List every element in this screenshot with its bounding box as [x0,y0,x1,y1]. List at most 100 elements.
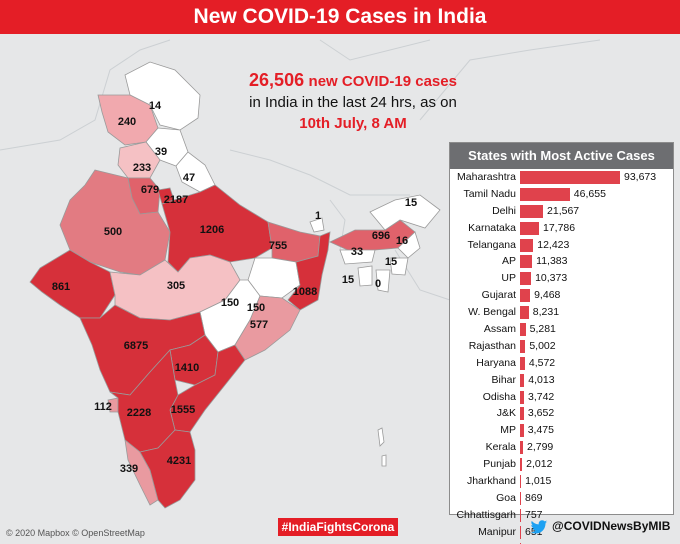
state-row: Kerala 2,799 [450,439,673,456]
state-row: Punjab 2,012 [450,456,673,473]
state-bar [520,238,534,252]
map-value-label: 150 [220,297,240,309]
state-name: AP [501,255,516,268]
region-manipur [389,257,409,276]
state-value: 4,013 [528,373,555,386]
state-row: J&K 3,652 [450,405,673,422]
region-tamil-nadu [139,429,196,509]
state-value: 2,012 [526,458,553,471]
state-row: Odisha 3,742 [450,389,673,406]
map-value-label: 47 [182,172,196,184]
panel-title: States with Most Active Cases [450,143,673,169]
region-andaman [377,427,387,467]
map-value-label: 755 [268,240,288,252]
state-bar [520,525,521,539]
map-value-label: 15 [341,274,355,286]
map-value-label: 15 [404,197,418,209]
state-bar [520,407,524,421]
state-name: Punjab [483,458,516,471]
map-value-label: 1555 [170,404,196,416]
state-bar [520,339,526,353]
state-value: 869 [525,491,543,504]
state-name: MP [500,424,516,437]
state-name: Chhattisgarh [456,508,516,521]
state-name: Manipur [478,525,516,538]
map-value-label: 679 [140,184,160,196]
state-row: Haryana 4,572 [450,355,673,372]
map-value-label: 1410 [174,362,200,374]
map-value-label: 1206 [199,224,225,236]
state-value: 3,652 [527,407,555,420]
state-bar [520,424,524,438]
state-value: 9,468 [534,289,561,302]
map-value-label: 233 [132,162,152,174]
map-value-label: 577 [249,319,269,331]
state-value: 2,799 [526,441,554,454]
india-map [0,39,601,509]
state-value: 8,231 [532,306,560,319]
state-value: 5,002 [529,339,556,352]
state-name: Uttarakhand [459,543,516,544]
state-name: UP [501,272,516,285]
state-bar [520,204,544,218]
region-meghalaya [339,249,376,265]
state-name: Goa [496,491,516,504]
map-value-label: 696 [371,230,391,242]
map-value-label: 4231 [166,455,192,467]
state-row: Delhi 21,567 [450,203,673,220]
state-bar [520,306,529,320]
state-name: Odisha [482,390,516,403]
map-value-label: 861 [51,281,71,293]
map-value-label: 39 [154,146,168,158]
state-bar [520,356,525,370]
region-arunachal [369,194,441,231]
state-value: 11,383 [536,255,568,268]
state-bar [520,441,523,455]
state-bar [520,475,522,489]
map-value-label: 305 [166,280,186,292]
state-row: Tamil Nadu 46,655 [450,186,673,203]
map-value-label: 2228 [126,407,152,419]
state-bar [520,323,526,337]
map-value-label: 339 [119,463,139,475]
state-value: 5,281 [529,323,556,336]
state-bar [520,491,521,505]
headline-count: 26,506 [249,70,305,90]
state-name: Bihar [491,373,516,386]
state-bar [520,458,523,472]
state-name: Maharashtra [457,171,516,183]
map-value-label: 500 [103,226,123,238]
hashtag-badge: #IndiaFightsCorona [278,518,398,536]
state-row: Chhattisgarh 757 [450,507,673,524]
state-name: Haryana [476,356,516,369]
map-value-label: 150 [246,302,266,314]
state-row: UP 10,373 [450,270,673,287]
state-bar [520,390,524,404]
state-bar [520,255,533,269]
state-value: 12,423 [537,238,570,251]
state-row: Telangana 12,423 [450,237,673,254]
state-value: 17,786 [542,221,576,234]
state-name: J&K [496,407,516,420]
region-mizoram [375,269,391,293]
map-value-label: 1 [314,210,322,222]
region-nagaland [397,231,421,259]
state-value: 757 [525,508,543,521]
state-row: Bihar 4,013 [450,372,673,389]
region-tripura [357,265,373,287]
state-value: 93,673 [624,171,657,183]
state-value: 587 [525,543,543,544]
region-sikkim [309,217,325,233]
state-name: Karnataka [468,221,516,234]
state-name: W. Bengal [468,306,516,319]
active-cases-panel: States with Most Active Cases Maharashtr… [449,142,674,544]
state-name: Rajasthan [468,339,516,352]
state-value: 4,572 [528,356,556,369]
state-bar [520,542,521,544]
state-value: 3,475 [527,424,554,437]
state-value: 1,015 [525,475,552,488]
state-bar [520,289,531,303]
state-name: Gujarat [481,289,516,302]
state-row: Rajasthan 5,002 [450,338,673,355]
twitter-handle: @COVIDNewsByMIB [552,519,671,533]
